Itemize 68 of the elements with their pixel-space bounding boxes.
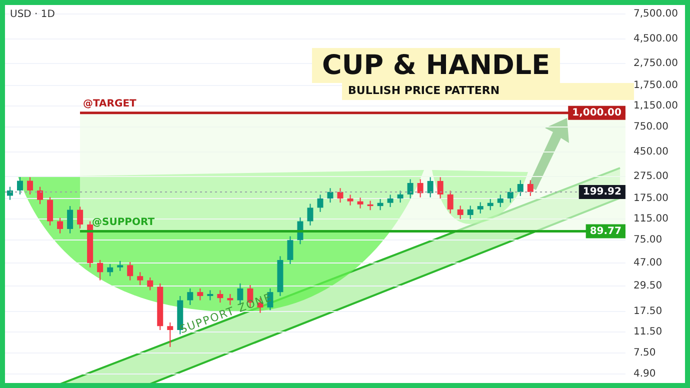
y-tick-label: 2,750.00: [633, 58, 678, 69]
y-tick-label: 750.00: [633, 122, 668, 133]
candlestick: [357, 197, 364, 209]
y-tick-label: 47.00: [633, 258, 662, 269]
candlestick: [477, 202, 484, 214]
candlestick: [397, 190, 404, 204]
candlestick: [437, 176, 444, 199]
candlestick: [307, 203, 314, 226]
candlestick: [487, 198, 494, 211]
candlestick: [327, 188, 334, 204]
y-tick-label: 175.00: [633, 193, 668, 204]
text: CUP & HANDLE: [322, 50, 550, 81]
y-tick-label: 1,750.00: [633, 80, 678, 92]
y-tick-label: 275.00: [633, 170, 668, 182]
candlestick: [417, 178, 424, 198]
y-tick-label: 75.00: [633, 234, 662, 246]
annotation: 1,000.00: [572, 108, 622, 119]
annotation: USD · 1D: [10, 9, 55, 20]
candlestick: [517, 180, 524, 197]
candlestick: [127, 261, 134, 281]
candlestick: [137, 272, 144, 286]
candlestick: [287, 236, 294, 265]
y-tick-label: 29.50: [633, 280, 662, 292]
candlestick: [167, 322, 174, 348]
y-tick-label: 4,500.00: [633, 34, 678, 45]
candlestick: [97, 259, 104, 281]
candlestick: [207, 290, 214, 301]
candlestick: [387, 194, 394, 208]
ref-line-label: @TARGET: [83, 98, 137, 110]
candlestick: [37, 186, 44, 205]
candlestick: [317, 194, 324, 212]
candlestick: [467, 205, 474, 220]
candlestick: [367, 200, 374, 211]
candlestick: [227, 294, 234, 306]
candlestick: [117, 260, 124, 272]
y-tick-label: 1,150.00: [633, 100, 678, 112]
y-tick-label: 4.90: [633, 368, 656, 380]
candlestick: [337, 188, 344, 204]
candlestick: [447, 190, 454, 214]
candlestick: [217, 290, 224, 304]
candlestick: [107, 264, 114, 277]
candlestick: [457, 205, 464, 220]
candlestick: [427, 176, 434, 198]
candlestick: [27, 176, 34, 195]
candlestick: [77, 206, 84, 229]
candlestick: [407, 178, 414, 199]
y-tick-label: 115.00: [633, 214, 668, 225]
y-tick-label: 7.50: [633, 348, 656, 359]
candlestick: [147, 276, 154, 291]
candlestick: [377, 198, 384, 211]
candlestick: [67, 206, 74, 234]
candlestick: [347, 194, 354, 206]
candlestick: [507, 188, 514, 204]
y-tick-label: 450.00: [633, 146, 668, 158]
candlestick: [197, 288, 204, 301]
ref-line-label: @SUPPORT: [92, 216, 155, 228]
y-tick-label: 7,500.00: [633, 8, 678, 20]
candlestick: [47, 196, 54, 226]
text: BULLISH PRICE PATTERN: [348, 84, 500, 97]
annotation: 89.77: [590, 226, 622, 237]
candlestick: [17, 176, 24, 195]
annotation: 199.92: [582, 186, 622, 198]
candlestick: [57, 217, 64, 234]
y-tick-label: 17.50: [633, 306, 662, 318]
y-tick-label: 11.50: [633, 326, 662, 338]
candlestick: [527, 180, 534, 197]
candlestick: [187, 288, 194, 306]
candlestick: [497, 194, 504, 208]
